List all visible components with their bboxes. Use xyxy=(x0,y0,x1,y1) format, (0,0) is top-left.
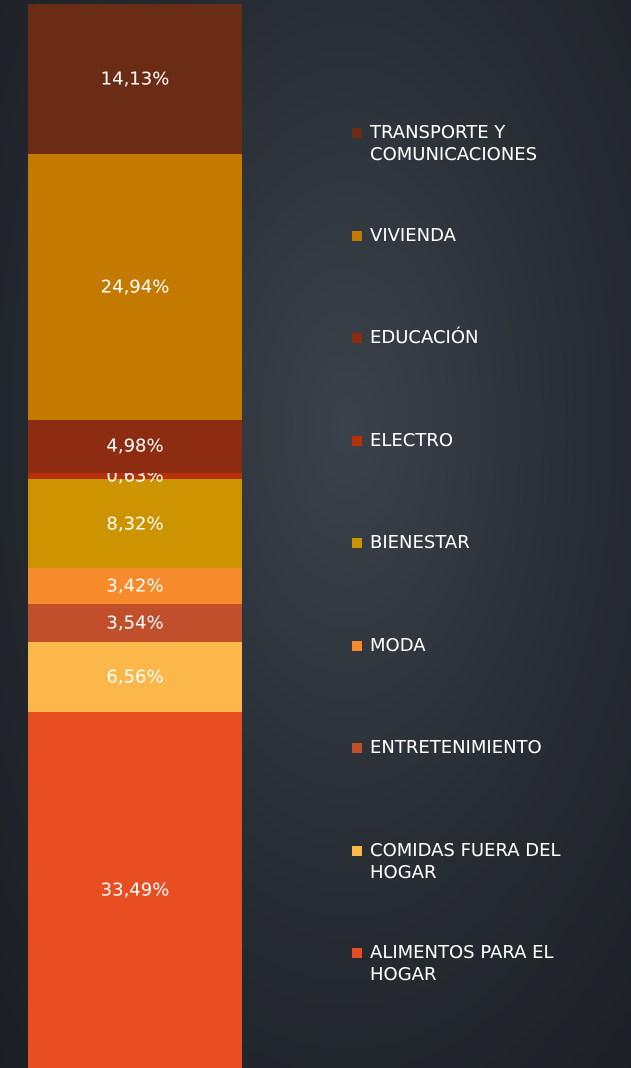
legend-swatch xyxy=(352,640,362,651)
legend-label: VIVIENDA xyxy=(370,224,456,246)
bar-segment xyxy=(28,472,242,480)
bar-segment xyxy=(28,567,242,605)
bar-segment xyxy=(28,4,242,155)
data-label: 3,42% xyxy=(106,575,164,597)
stacked-bar: 33,49% 6,56% 3,54% 3,42% 8,32% 0,63% 4,98% 24,9… xyxy=(28,4,242,1068)
data-label: 8,32% xyxy=(106,513,164,535)
legend-swatch xyxy=(352,845,362,856)
legend-item: VIVIENDA xyxy=(350,225,615,247)
legend-item: TRANSPORTE Y COMUNICACIONES xyxy=(350,122,615,166)
legend-swatch xyxy=(352,230,362,241)
legend-label: MODA xyxy=(370,634,426,656)
legend-label: BIENESTAR xyxy=(370,532,470,553)
legend-swatch xyxy=(352,333,362,343)
legend-item: MODA xyxy=(350,635,615,657)
data-label: 3,54% xyxy=(106,612,164,634)
legend-item: EDUCACIÓN xyxy=(350,327,615,349)
data-label: 14,13% xyxy=(100,68,170,90)
legend-label: TRANSPORTE Y COMUNICACIONES xyxy=(370,122,538,165)
legend-item: ELECTRO xyxy=(350,430,615,452)
legend-item: BIENESTAR xyxy=(350,532,615,554)
bar-segment xyxy=(28,604,242,642)
data-label: 33,49% xyxy=(100,879,170,901)
legend-label: ELECTRO xyxy=(370,429,454,451)
legend-item: ALIMENTOS PARA EL HOGAR xyxy=(350,942,615,986)
bar-segment xyxy=(28,711,242,1068)
legend: ALIMENTOS PARA EL HOGAR COMIDAS FUERA DEL… xyxy=(350,0,620,1068)
bar-segment xyxy=(28,641,242,712)
bar-segment xyxy=(28,154,242,420)
legend-label: ENTRETENIMIENTO xyxy=(370,737,542,758)
legend-label: COMIDAS FUERA DEL HOGAR xyxy=(370,839,561,883)
bar-segment xyxy=(28,419,242,473)
legend-label: EDUCACIÓN xyxy=(370,327,479,348)
data-label: 6,56% xyxy=(106,666,164,688)
legend-item: COMIDAS FUERA DEL HOGAR xyxy=(350,840,615,884)
legend-swatch xyxy=(352,948,362,958)
data-label: 4,98% xyxy=(106,435,164,457)
legend-label: ALIMENTOS PARA EL HOGAR xyxy=(370,942,554,985)
legend-swatch xyxy=(352,128,362,138)
legend-swatch xyxy=(352,435,362,446)
legend-swatch xyxy=(352,538,362,548)
data-label: 24,94% xyxy=(100,276,170,298)
legend-item: ENTRETENIMIENTO xyxy=(350,737,615,759)
legend-swatch xyxy=(352,743,362,753)
bar-segment xyxy=(28,479,242,568)
